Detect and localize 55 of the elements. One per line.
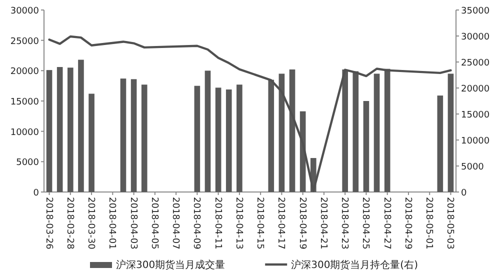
legend-label: 沪深300期货当月持仓量(右) bbox=[291, 259, 418, 271]
bar bbox=[194, 86, 200, 192]
x-tick-label: 2018-04-01 bbox=[106, 197, 117, 250]
bar bbox=[204, 70, 211, 192]
x-tick-label: 2018-04-23 bbox=[339, 197, 350, 250]
bar bbox=[78, 60, 84, 192]
bar bbox=[141, 84, 148, 192]
line-series bbox=[48, 35, 452, 192]
y-tick-label: 25000 bbox=[10, 36, 40, 47]
y2-tick-label: 5000 bbox=[461, 162, 484, 172]
x-tick-label: 2018-04-25 bbox=[360, 197, 370, 250]
x-tick-label: 2018-04-07 bbox=[170, 197, 180, 250]
bar bbox=[130, 79, 137, 192]
x-tick-label: 2018-04-15 bbox=[254, 197, 265, 250]
legend-沪深300期货当月持仓量(右): 沪深300期货当月持仓量(右) bbox=[265, 260, 418, 271]
x-tick-label: 2018-03-26 bbox=[43, 197, 54, 250]
y2-tick-label: 30000 bbox=[461, 32, 490, 42]
x-tick-label: 2018-04-17 bbox=[276, 197, 286, 250]
x-tick-label: 2018-04-21 bbox=[318, 197, 328, 250]
x-tick-label: 2018-03-28 bbox=[64, 197, 74, 250]
x-tick-label: 2018-04-09 bbox=[191, 197, 202, 250]
y-tick-label: 15000 bbox=[10, 98, 40, 108]
y2-tick-label: 35000 bbox=[461, 6, 490, 16]
y2-tick-label: 20000 bbox=[461, 84, 490, 94]
x-tick-label: 2018-03-30 bbox=[86, 197, 96, 250]
y-tick-label: 5000 bbox=[16, 158, 40, 168]
bar bbox=[236, 84, 242, 192]
legend-沪深300期货当月成交量: 沪深300期货当月成交量 bbox=[90, 260, 226, 271]
y-tick-label: 10000 bbox=[10, 128, 40, 138]
x-tick-label: 2018-04-03 bbox=[128, 197, 138, 250]
bar bbox=[363, 101, 370, 192]
x-tick-label: 2018-04-05 bbox=[148, 197, 159, 250]
y-tick-label: 20000 bbox=[10, 67, 40, 78]
x-tick-label: 2018-04-19 bbox=[296, 197, 307, 250]
y2-tick-label: 10000 bbox=[461, 136, 490, 146]
bar bbox=[46, 70, 52, 192]
bar bbox=[215, 88, 222, 192]
x-tick-label: 2018-05-03 bbox=[444, 197, 455, 250]
bar bbox=[68, 68, 74, 192]
bar bbox=[226, 89, 232, 192]
bar bbox=[56, 67, 63, 192]
y2-tick-label: 15000 bbox=[461, 110, 490, 120]
x-tick-label: 2018-04-27 bbox=[381, 197, 392, 250]
x-tick-label: 2018-05-01 bbox=[424, 197, 434, 250]
x-tick-label: 2018-04-13 bbox=[233, 197, 244, 250]
x-tick-label: 2018-04-29 bbox=[402, 197, 412, 250]
legend-label: 沪深300期货当月成交量 bbox=[116, 259, 226, 271]
y2-tick-label: 0 bbox=[461, 188, 467, 198]
y2-tick-label: 25000 bbox=[461, 58, 490, 68]
y-tick-label: 0 bbox=[33, 188, 40, 198]
y-tick-label: 30000 bbox=[10, 6, 40, 16]
bar bbox=[88, 94, 94, 192]
x-tick-label: 2018-04-11 bbox=[212, 197, 222, 250]
bar bbox=[120, 78, 126, 192]
bar bbox=[437, 96, 444, 192]
